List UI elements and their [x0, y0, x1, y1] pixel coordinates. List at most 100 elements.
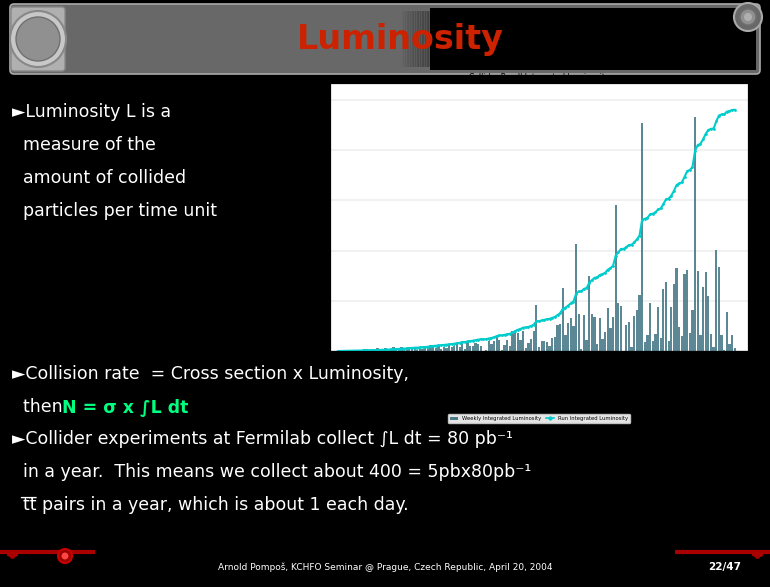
Bar — [680, 11, 683, 67]
Bar — [472, 11, 474, 67]
Bar — [432, 345, 434, 351]
Bar — [455, 11, 457, 67]
Bar — [554, 336, 556, 351]
Bar — [443, 347, 445, 351]
Bar — [684, 274, 685, 351]
Bar — [509, 346, 511, 351]
Bar — [430, 11, 433, 67]
Bar — [531, 11, 534, 67]
Bar — [609, 328, 611, 351]
Bar — [504, 11, 506, 67]
Legend: Weekly Integrated Luminosity, Run Integrated Luminosity: Weekly Integrated Luminosity, Run Integr… — [448, 414, 630, 423]
Bar — [541, 11, 544, 67]
Bar — [490, 11, 493, 67]
Bar — [678, 11, 681, 67]
Bar — [677, 11, 679, 67]
Bar — [422, 11, 424, 67]
Text: ►Collider experiments at Fermilab collect ∫L dt = 80 pb⁻¹: ►Collider experiments at Fermilab collec… — [12, 430, 513, 448]
Bar — [560, 11, 563, 67]
Bar — [477, 11, 480, 67]
Bar — [614, 205, 617, 351]
Bar — [467, 342, 469, 351]
Text: Luminosity: Luminosity — [296, 23, 504, 56]
Bar — [658, 11, 661, 67]
Bar — [675, 268, 678, 351]
Bar — [487, 11, 489, 67]
Bar — [683, 11, 686, 67]
Bar — [498, 11, 501, 67]
Bar — [728, 344, 731, 351]
Bar — [412, 11, 414, 67]
Bar — [648, 11, 651, 67]
Bar — [630, 11, 633, 67]
Bar — [695, 11, 698, 67]
Bar — [432, 11, 434, 67]
Bar — [675, 11, 678, 67]
Circle shape — [734, 3, 762, 31]
Bar — [517, 332, 519, 351]
Bar — [607, 308, 609, 351]
X-axis label: Week #
(Week 1 starts 03/05/01): Week # (Week 1 starts 03/05/01) — [504, 368, 574, 379]
Bar — [577, 11, 579, 67]
Bar — [430, 345, 432, 351]
Bar — [600, 11, 603, 67]
Bar — [557, 325, 559, 351]
Bar — [484, 11, 486, 67]
Bar — [438, 11, 441, 67]
Bar — [721, 335, 723, 351]
Bar — [591, 314, 593, 351]
Bar — [461, 341, 464, 351]
Bar — [437, 346, 440, 351]
Bar — [400, 347, 403, 351]
Bar — [557, 11, 559, 67]
Bar — [558, 11, 561, 67]
Bar — [363, 349, 366, 351]
Bar — [595, 11, 598, 67]
Bar — [551, 338, 554, 351]
Bar — [725, 312, 728, 351]
Bar — [345, 350, 347, 351]
Bar — [688, 333, 691, 351]
Bar — [567, 323, 569, 351]
Text: 22/47: 22/47 — [708, 562, 742, 572]
Bar — [645, 11, 648, 67]
Bar — [561, 288, 564, 351]
Bar — [544, 11, 546, 67]
Bar — [435, 349, 437, 351]
Bar — [697, 271, 699, 351]
Bar — [551, 11, 554, 67]
Bar — [625, 325, 628, 351]
Bar — [667, 11, 669, 67]
Bar — [607, 11, 609, 67]
Bar — [477, 344, 479, 351]
Bar — [474, 343, 477, 351]
Text: t̅t̅ pairs in a year, which is about 1 each day.: t̅t̅ pairs in a year, which is about 1 e… — [12, 496, 409, 514]
Bar — [687, 11, 689, 67]
Text: then: then — [12, 398, 68, 416]
Bar — [641, 11, 644, 67]
Bar — [494, 11, 496, 67]
Bar — [581, 349, 582, 351]
Bar — [458, 11, 461, 67]
Bar — [464, 349, 466, 351]
Bar — [390, 349, 392, 351]
Bar — [490, 343, 493, 351]
Bar — [514, 11, 516, 67]
Bar — [534, 11, 536, 67]
Bar — [460, 11, 463, 67]
Bar — [583, 315, 585, 351]
Bar — [472, 346, 474, 351]
Bar — [604, 11, 606, 67]
Bar — [608, 11, 611, 67]
Bar — [457, 11, 460, 67]
Bar — [599, 318, 601, 351]
Bar — [418, 11, 421, 67]
Bar — [617, 11, 619, 67]
Bar — [419, 348, 421, 351]
Bar — [487, 342, 490, 351]
Bar — [627, 11, 629, 67]
Bar — [445, 11, 447, 67]
Bar — [554, 11, 556, 67]
Bar — [731, 335, 733, 351]
Bar — [641, 123, 643, 351]
